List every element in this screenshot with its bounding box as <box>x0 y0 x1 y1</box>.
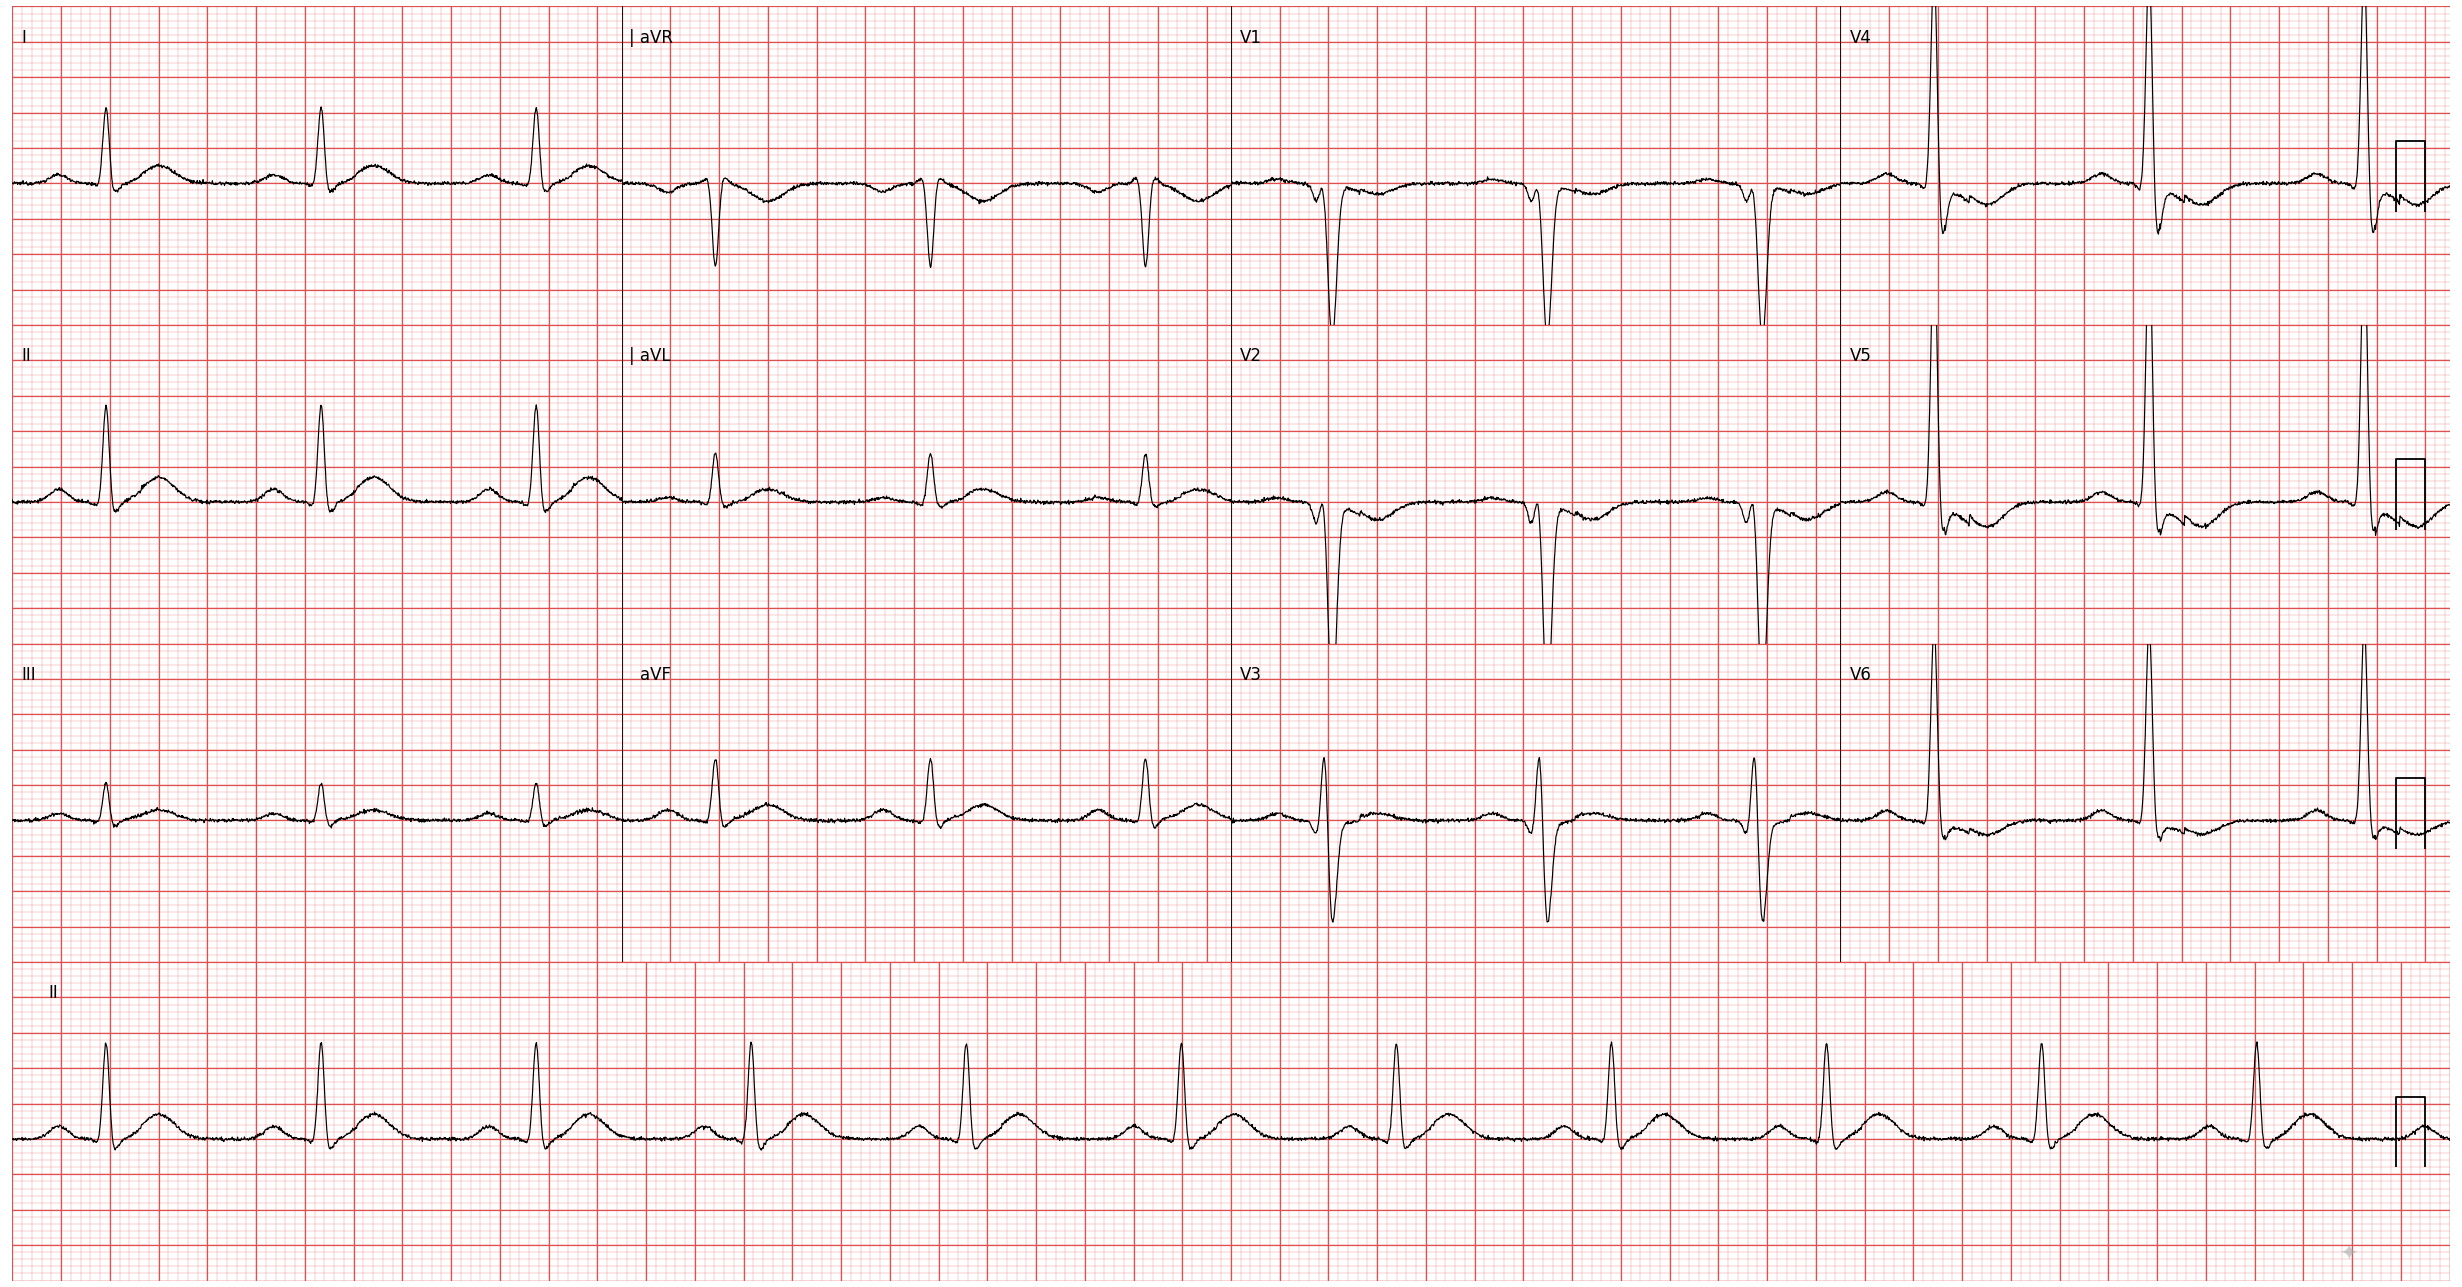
Text: II: II <box>49 985 59 1003</box>
Text: V4: V4 <box>1849 28 1871 46</box>
Text: II: II <box>22 347 32 366</box>
Text: | aVR: | aVR <box>628 28 672 46</box>
Text: ✦: ✦ <box>2339 1245 2359 1265</box>
Text: | aVL: | aVL <box>628 347 670 366</box>
Text: V3: V3 <box>1241 665 1263 683</box>
Text: V5: V5 <box>1849 347 1871 366</box>
Text: I: I <box>22 28 27 46</box>
Text: aVF: aVF <box>640 665 672 683</box>
Text: V1: V1 <box>1241 28 1263 46</box>
Text: III: III <box>22 665 37 683</box>
Text: V2: V2 <box>1241 347 1263 366</box>
Text: V6: V6 <box>1849 665 1871 683</box>
